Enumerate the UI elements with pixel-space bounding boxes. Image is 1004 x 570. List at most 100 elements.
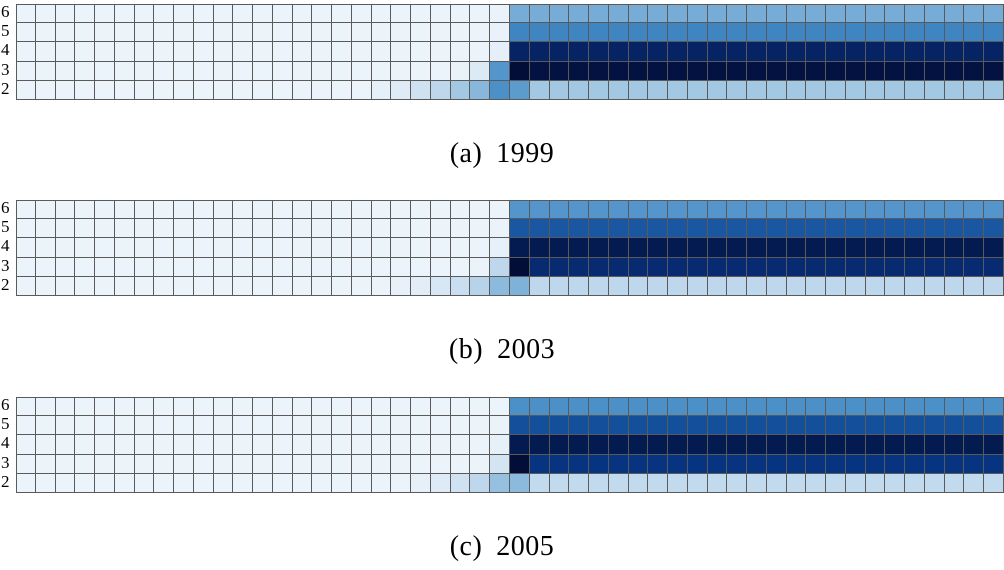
heatmap-cell [312,4,333,24]
heatmap-cell [984,397,1004,417]
caption-year: 1999 [496,138,555,169]
heatmap-cell [727,276,748,296]
heatmap-cell [885,473,906,493]
heatmap-cell [628,276,649,296]
heatmap-cell [747,435,767,455]
heatmap-cell [510,23,530,43]
heatmap-cell [569,80,590,100]
heatmap-cell [589,473,609,493]
heatmap-cell [332,435,352,455]
heatmap-cell [707,42,728,62]
heatmap-cell [529,454,550,474]
heatmap-cell [924,4,945,24]
heatmap-cell [253,42,273,62]
heatmap-cell [213,435,234,455]
heatmap-cell [312,238,333,258]
heatmap-cell [490,4,510,24]
heatmap-cell [312,257,333,277]
heatmap-cell [905,4,925,24]
heatmap-cell [371,80,392,100]
heatmap-cell [490,416,510,436]
heatmap-cell [529,42,550,62]
heatmap-cell [351,454,372,474]
heatmap-cell [589,435,609,455]
heatmap-cell [351,23,372,43]
heatmap-cell [510,276,530,296]
heatmap-cell [648,4,669,24]
heatmap-cell [55,257,76,277]
heatmap-cell [75,435,96,455]
heatmap-cell [727,4,748,24]
heatmap-cell [826,416,846,436]
heatmap-cell [747,219,767,239]
heatmap-cell [253,276,273,296]
heatmap-cell [470,61,491,81]
caption-label: (c) [449,531,483,562]
heatmap-cell [529,61,550,81]
heatmap-cell [292,454,313,474]
heatmap-cell [213,219,234,239]
heatmap-cell [351,200,372,220]
heatmap-cell [885,61,906,81]
heatmap-cell [272,454,293,474]
heatmap-cell [707,473,728,493]
heatmap-cell [589,257,609,277]
heatmap-cell [628,473,649,493]
heatmap-cell [687,219,708,239]
heatmap-cell [687,42,708,62]
heatmap-cell [75,238,96,258]
y-tick-label: 3 [1,59,10,79]
heatmap-cell [984,276,1004,296]
heatmap-cell [253,23,273,43]
heatmap-cell [55,238,76,258]
heatmap-cell [905,473,925,493]
heatmap-cell [134,397,155,417]
heatmap-cell [865,276,886,296]
heatmap-cell [174,257,194,277]
heatmap-cell [213,23,234,43]
heatmap-cell [35,80,56,100]
heatmap-cell [510,397,530,417]
heatmap-cell [786,61,807,81]
heatmap-cell [272,416,293,436]
heatmap-cell [944,473,965,493]
heatmap-cell [371,4,392,24]
heatmap-cell [292,435,313,455]
heatmap-cell [569,435,590,455]
heatmap-cell [984,257,1004,277]
heatmap-cell [35,454,56,474]
heatmap-cell [16,454,36,474]
heatmap-cell [351,42,372,62]
heatmap-cell [747,80,767,100]
heatmap-cell [905,219,925,239]
heatmap-cell [114,219,135,239]
heatmap-cell [55,42,76,62]
heatmap-grid [16,4,1004,100]
heatmap-cell [154,416,175,436]
heatmap-cell [608,473,629,493]
heatmap-cell [589,4,609,24]
heatmap-cell [75,257,96,277]
heatmap-cell [510,80,530,100]
heatmap-cell [391,435,412,455]
heatmap-cell [134,473,155,493]
heatmap-cell [905,454,925,474]
heatmap-cell [95,397,115,417]
heatmap-cell [490,473,510,493]
heatmap-cell [154,23,175,43]
heatmap-cell [193,416,214,436]
heatmap-cell [826,238,846,258]
heatmap-cell [174,238,194,258]
heatmap-cell [628,435,649,455]
heatmap-cell [510,454,530,474]
heatmap-cell [845,61,866,81]
heatmap-cell [608,200,629,220]
heatmap-cell [648,200,669,220]
heatmap-cell [371,61,392,81]
heatmap-cell [253,61,273,81]
heatmap-cell [470,200,491,220]
heatmap-cell [707,435,728,455]
heatmap-cell [312,200,333,220]
heatmap-cell [529,4,550,24]
heatmap-cell [549,200,570,220]
